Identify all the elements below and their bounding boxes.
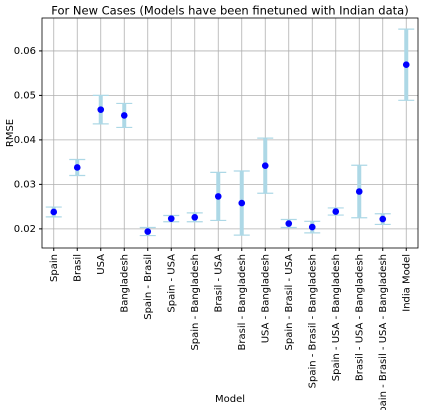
x-tick-label: Spain - Brasil - USA - Bangladesh — [378, 254, 389, 410]
point — [379, 215, 387, 223]
x-tick-label: Brasil - Bangladesh — [237, 254, 248, 350]
x-tick-label: India Model — [401, 254, 412, 312]
point — [238, 199, 246, 207]
y-tick-label: 0.02 — [14, 224, 36, 235]
point — [355, 188, 363, 195]
y-axis-label: RMSE — [5, 119, 16, 147]
x-tick-label: Spain - Brasil - USA — [284, 254, 295, 351]
point — [332, 208, 340, 215]
point — [73, 164, 81, 171]
point — [214, 193, 222, 200]
x-tick-label: USA - Bangladesh — [260, 254, 271, 343]
point — [191, 214, 199, 221]
point — [167, 215, 175, 222]
point — [50, 208, 58, 216]
point — [144, 228, 152, 235]
y-tick-label: 0.06 — [14, 46, 36, 57]
y-tick-label: 0.05 — [14, 90, 36, 101]
x-tick-label: Bangladesh — [119, 254, 130, 313]
point — [97, 106, 105, 113]
y-tick-label: 0.04 — [14, 135, 36, 146]
x-tick-label: USA — [96, 254, 107, 275]
x-axis-label: Model — [215, 394, 245, 405]
point — [402, 61, 410, 69]
point — [285, 220, 293, 227]
x-tick-label: Spain — [49, 254, 60, 282]
y-tick-label: 0.03 — [14, 179, 36, 190]
point — [120, 112, 128, 119]
plot-frame — [41, 17, 419, 249]
x-tick-label: Spain - Bangladesh — [190, 254, 201, 351]
chart-title: For New Cases (Models have been finetune… — [51, 4, 408, 18]
x-tick-label: Spain - Brasil — [143, 254, 154, 320]
x-tick-label: Spain - USA - Bangladesh — [331, 254, 342, 381]
x-tick-label: Spain - USA — [166, 254, 177, 313]
x-tick-label: Brasil — [72, 254, 83, 282]
x-tick-label: Brasil - USA — [213, 254, 224, 313]
point — [308, 223, 316, 231]
x-tick-label: Brasil - USA - Bangladesh — [354, 254, 365, 381]
point — [261, 162, 269, 169]
x-tick-label: Spain - Brasil - Bangladesh — [307, 254, 318, 388]
